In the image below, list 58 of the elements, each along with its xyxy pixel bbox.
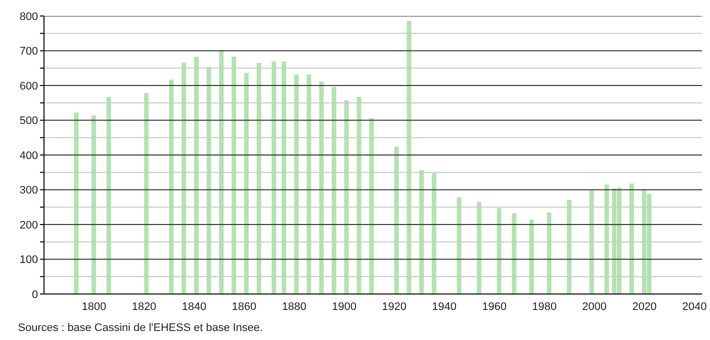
bar [169, 80, 174, 294]
x-tick-label: 1880 [282, 300, 306, 313]
bar [369, 118, 374, 294]
bar [394, 146, 399, 294]
bar [566, 200, 572, 294]
x-tick-label: 1800 [82, 300, 106, 313]
bar [182, 62, 186, 294]
y-tick-label: 0 [32, 288, 38, 301]
bar [244, 72, 249, 294]
bar [589, 190, 594, 294]
x-tick-label: 2000 [582, 300, 607, 313]
bar [144, 93, 149, 294]
bar [432, 173, 436, 294]
bar [512, 213, 516, 294]
x-tick-label: 1900 [332, 300, 356, 313]
bar [476, 202, 482, 294]
y-tick-label: 400 [20, 150, 38, 162]
bar [219, 50, 224, 294]
bar [256, 62, 262, 294]
bar [282, 62, 286, 294]
y-tick-label: 200 [20, 219, 38, 232]
bar [332, 86, 336, 294]
bar [232, 56, 236, 294]
bar [604, 184, 609, 294]
y-tick-label: 500 [20, 115, 38, 128]
bar [406, 20, 412, 294]
x-tick-label: 1920 [382, 300, 407, 313]
y-tick-label: 300 [20, 184, 38, 197]
bar [206, 67, 212, 294]
y-tick-label: 700 [20, 46, 38, 58]
x-tick-label: 1960 [482, 300, 507, 313]
y-tick-label: 100 [20, 254, 38, 266]
bar [356, 96, 362, 294]
bar [194, 57, 199, 294]
bar [456, 197, 462, 294]
bar [92, 115, 96, 294]
x-tick-label: 1940 [432, 300, 457, 313]
bar [546, 212, 552, 294]
bar [294, 74, 299, 294]
bar [272, 62, 276, 294]
x-tick-label: 1860 [232, 300, 256, 313]
bar [629, 183, 634, 294]
y-tick-label: 600 [20, 80, 38, 92]
y-tick-label: 800 [20, 10, 38, 23]
bar [529, 220, 534, 294]
bar [306, 74, 312, 294]
bar [74, 112, 79, 294]
x-tick-label: 1980 [532, 300, 557, 313]
bar [496, 208, 502, 294]
x-tick-label: 1840 [182, 300, 206, 313]
x-tick-label: 1820 [132, 300, 156, 313]
x-tick-label: 2020 [632, 300, 657, 313]
bar [419, 170, 424, 294]
bar [106, 96, 112, 294]
source-note: Sources : base Cassini de l'EHESS et base Insee. [18, 322, 264, 334]
x-tick-label: 2040 [682, 300, 707, 313]
bar [344, 100, 349, 294]
bar [319, 82, 324, 294]
